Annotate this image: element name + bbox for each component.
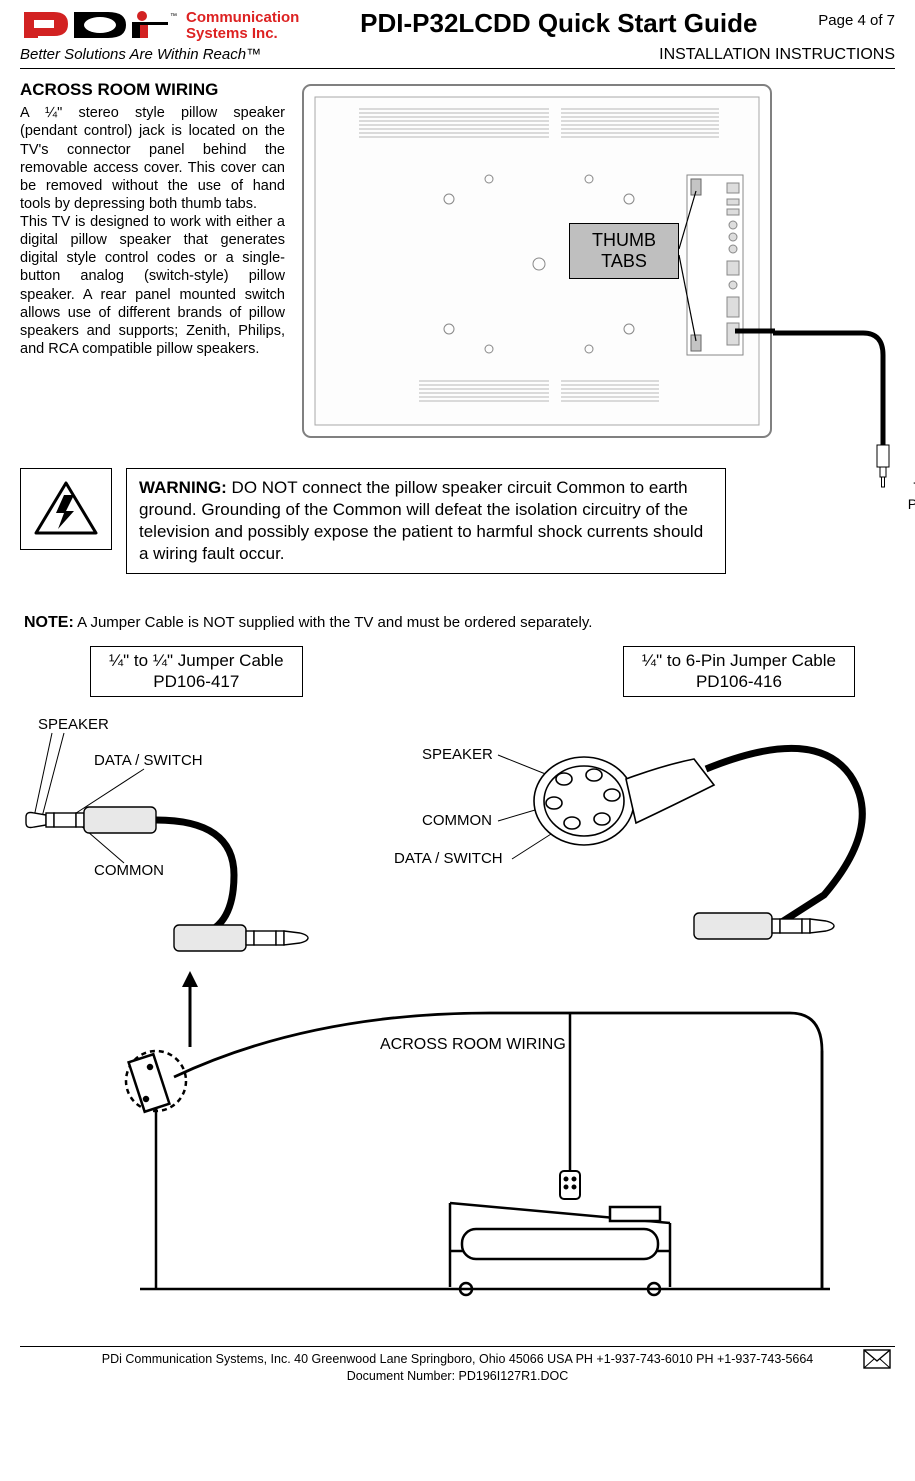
warning-block: WARNING: DO NOT connect the pillow speak…	[20, 468, 895, 574]
thumb-label-line2: TABS	[570, 251, 678, 272]
cable-left-svg: SPEAKER DATA / SWITCH COMMON	[24, 705, 384, 965]
left-speaker-label: SPEAKER	[38, 716, 109, 733]
svg-text:™: ™	[170, 13, 177, 20]
section-across-room-wiring: ACROSS ROOM WIRING A ¼" stereo style pil…	[20, 79, 895, 454]
footer-rule	[20, 1346, 895, 1347]
cable-labels-row: ¼" to ¼" Jumper Cable PD106-417 ¼" to 6-…	[20, 646, 895, 697]
document-title: PDI-P32LCDD Quick Start Guide	[299, 8, 818, 39]
wallplate-caption: To Wall Plate Pillow Speaker Connection	[895, 479, 915, 529]
tv-back-diagram: THUMB TABS To Wall Plate Pillow Speaker …	[299, 79, 895, 454]
section1-heading: ACROSS ROOM WIRING	[20, 79, 285, 100]
cable-right-title1: ¼" to 6-Pin Jumper Cable	[642, 651, 836, 671]
pdi-logo-icon: ™	[20, 8, 180, 44]
mail-icon	[863, 1349, 891, 1369]
tagline: Better Solutions Are Within Reach™	[20, 46, 261, 64]
footer-line1: PDi Communication Systems, Inc. 40 Green…	[20, 1351, 895, 1368]
tv-back-svg	[299, 79, 779, 449]
right-common-label: COMMON	[422, 812, 492, 829]
instructions-label: INSTALLATION INSTRUCTIONS	[659, 46, 895, 64]
wallplate-line2: Pillow Speaker	[895, 496, 915, 513]
room-wiring-diagram: ACROSS ROOM WIRING	[20, 971, 895, 1336]
left-data-label: DATA / SWITCH	[94, 752, 203, 769]
thumb-label-line1: THUMB	[570, 230, 678, 251]
cable-left-title1: ¼" to ¼" Jumper Cable	[109, 651, 284, 671]
company-line1: Communication	[186, 10, 299, 26]
note-label: NOTE:	[24, 614, 74, 631]
warning-triangle-icon	[34, 481, 98, 537]
warning-text: WARNING: DO NOT connect the pillow speak…	[126, 468, 726, 574]
page-header: ™ Communication Systems Inc. PDI-P32LCDD…	[20, 8, 895, 44]
page-footer: PDi Communication Systems, Inc. 40 Green…	[20, 1351, 895, 1385]
section1-text: ACROSS ROOM WIRING A ¼" stereo style pil…	[20, 79, 285, 358]
subheader: Better Solutions Are Within Reach™ INSTA…	[20, 46, 895, 64]
thumb-tabs-label: THUMB TABS	[569, 223, 679, 279]
section1-para1: A ¼" stereo style pillow speaker (pendan…	[20, 104, 285, 213]
warning-label: WARNING:	[139, 478, 227, 497]
page-number: Page 4 of 7	[818, 12, 895, 29]
right-data-label: DATA / SWITCH	[394, 850, 503, 867]
wallplate-line3: Connection	[895, 513, 915, 530]
section1-para2: This TV is designed to work with either …	[20, 213, 285, 358]
cable-right-title2: PD106-416	[642, 672, 836, 692]
room-svg: ACROSS ROOM WIRING	[110, 971, 840, 1331]
right-speaker-label: SPEAKER	[422, 746, 493, 763]
left-common-label: COMMON	[94, 862, 164, 879]
note-text: A Jumper Cable is NOT supplied with the …	[74, 614, 593, 631]
logo-block: ™ Communication Systems Inc.	[20, 8, 299, 44]
cable-right-svg: SPEAKER COMMON DATA / SWITCH	[394, 705, 894, 965]
cable-left-label: ¼" to ¼" Jumper Cable PD106-417	[90, 646, 303, 697]
cable-right-label: ¼" to 6-Pin Jumper Cable PD106-416	[623, 646, 855, 697]
wallplate-cable	[773, 325, 913, 505]
header-rule	[20, 68, 895, 69]
company-name: Communication Systems Inc.	[186, 10, 299, 42]
company-line2: Systems Inc.	[186, 26, 299, 42]
warning-icon-frame	[20, 468, 112, 550]
wallplate-line1: To Wall Plate	[895, 479, 915, 496]
note-line: NOTE: A Jumper Cable is NOT supplied wit…	[24, 614, 895, 632]
footer-line2: Document Number: PD196I127R1.DOC	[20, 1368, 895, 1385]
cable-left-title2: PD106-417	[109, 672, 284, 692]
room-wiring-title: ACROSS ROOM WIRING	[380, 1036, 566, 1053]
cable-diagrams: SPEAKER DATA / SWITCH COMMON	[20, 705, 895, 965]
